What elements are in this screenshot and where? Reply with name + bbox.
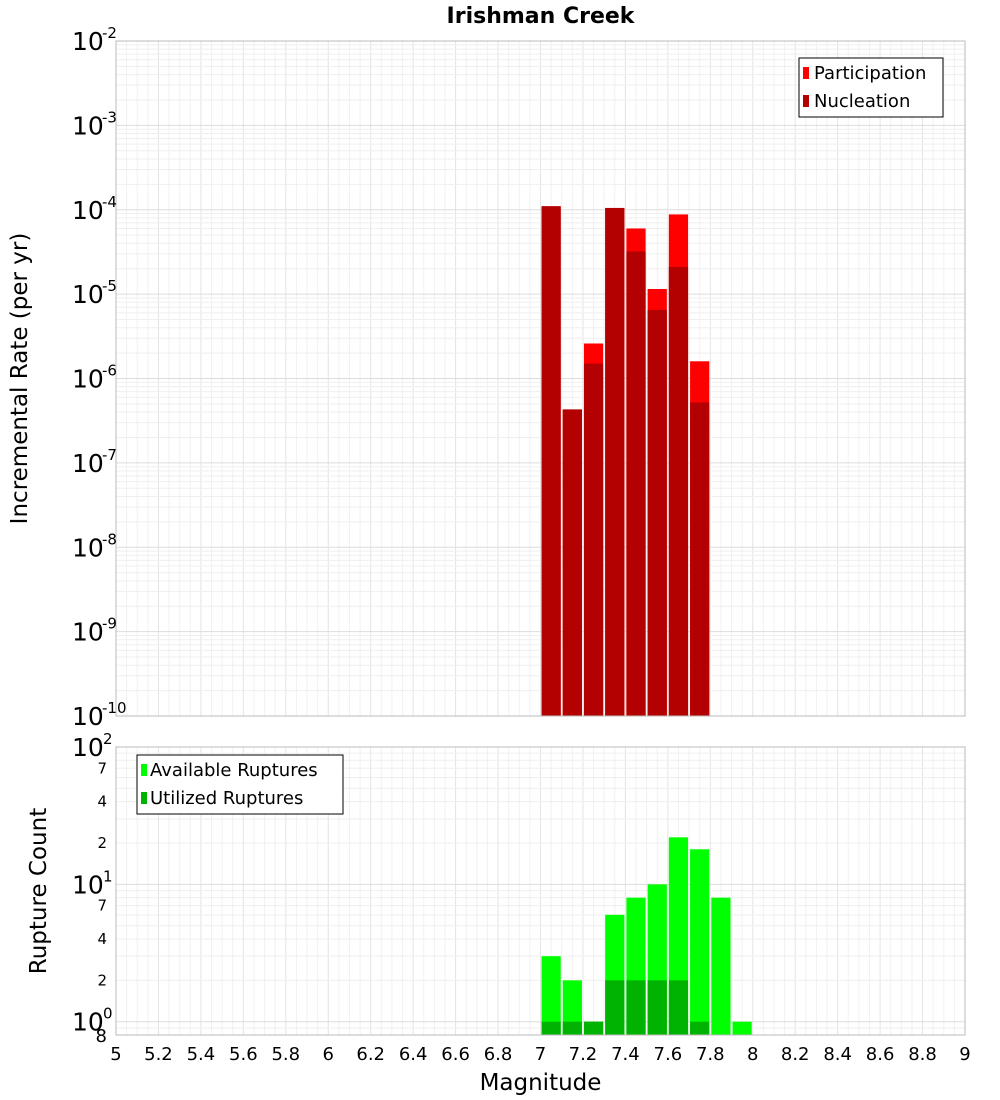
upper-nucleation-bar <box>668 266 689 716</box>
x-tick-label: 9 <box>959 1044 970 1065</box>
lower-y-minor-tick-label: 2 <box>97 971 107 989</box>
x-axis-label: Magnitude <box>480 1070 602 1096</box>
lower-y-tick-base: 10 <box>72 733 104 762</box>
upper-y-tick-exponent: -2 <box>102 24 117 42</box>
x-tick-label: 7 <box>535 1044 546 1065</box>
upper-nucleation-bar <box>626 251 646 716</box>
lower-utilized-ruptures-bar <box>690 1021 710 1035</box>
lower-y-minor-tick-label: 4 <box>97 930 107 948</box>
upper-legend-swatch <box>803 95 809 107</box>
lower-y-minor-tick-label: 7 <box>97 897 107 915</box>
upper-y-tick-base: 10 <box>72 196 104 225</box>
upper-nucleation-bar <box>690 402 710 716</box>
x-tick-label: 7.8 <box>696 1044 725 1065</box>
x-tick-label: 6 <box>323 1044 334 1065</box>
x-tick-label: 8 <box>747 1044 758 1065</box>
lower-y-tick-exponent: 2 <box>103 730 113 748</box>
upper-y-tick-exponent: -8 <box>102 530 117 548</box>
upper-y-tick-base: 10 <box>72 111 104 140</box>
lower-available-ruptures-bar <box>562 980 582 1035</box>
upper-plot-frame <box>115 40 966 717</box>
lower-utilized-ruptures-bar <box>626 980 646 1035</box>
lower-legend-swatch <box>141 764 147 776</box>
upper-legend-swatch <box>803 67 809 79</box>
lower-y-minor-tick-label: 2 <box>97 834 107 852</box>
lower-y-minor-tick-label: 7 <box>97 759 107 777</box>
lower-y-tick-exponent: 0 <box>103 1005 113 1023</box>
upper-y-tick-base: 10 <box>72 27 104 56</box>
upper-nucleation-bar <box>562 409 582 716</box>
upper-y-tick-base: 10 <box>72 702 104 731</box>
lower-utilized-ruptures-bar <box>668 980 689 1035</box>
upper-y-tick-base: 10 <box>72 533 104 562</box>
lower-legend-swatch <box>141 792 147 804</box>
upper-nucleation-bar <box>541 206 561 716</box>
upper-legend-box <box>798 57 944 118</box>
x-tick-label: 5 <box>110 1044 121 1065</box>
upper-legend-label: Nucleation <box>814 91 910 112</box>
lower-legend-label: Available Ruptures <box>150 760 318 781</box>
x-tick-label: 6.6 <box>441 1044 470 1065</box>
lower-legend-box <box>136 754 344 815</box>
upper-nucleation-bar <box>583 363 604 716</box>
upper-y-tick-exponent: -4 <box>102 193 117 211</box>
upper-y-tick-exponent: -9 <box>102 615 117 633</box>
lower-available-ruptures-bar <box>690 849 710 1035</box>
upper-y-tick-base: 10 <box>72 365 104 394</box>
lower-available-ruptures-bar <box>711 897 731 1035</box>
lower-y-minor-tick-label: 8 <box>96 1026 107 1047</box>
x-tick-label: 7.4 <box>611 1044 640 1065</box>
x-tick-label: 8.4 <box>823 1044 852 1065</box>
upper-y-tick-exponent: -5 <box>102 277 117 295</box>
x-tick-label: 6.4 <box>399 1044 428 1065</box>
x-tick-label: 6.2 <box>356 1044 385 1065</box>
upper-y-tick-exponent: -10 <box>102 699 127 717</box>
lower-available-ruptures-bar <box>732 1021 752 1035</box>
lower-available-ruptures-bar <box>541 956 561 1035</box>
x-tick-label: 8.8 <box>908 1044 937 1065</box>
lower-utilized-ruptures-bar <box>605 980 625 1035</box>
upper-y-tick-exponent: -6 <box>102 362 117 380</box>
lower-y-tick-base: 10 <box>72 1008 104 1037</box>
lower-y-axis-label: Rupture Count <box>26 808 52 974</box>
lower-utilized-ruptures-bar <box>647 980 667 1035</box>
upper-y-tick-base: 10 <box>72 280 104 309</box>
lower-utilized-ruptures-bar <box>541 1021 561 1035</box>
chart-title: Irishman Creek <box>447 4 636 29</box>
x-tick-label: 8.6 <box>866 1044 895 1065</box>
upper-y-axis-label: Incremental Rate (per yr) <box>7 233 33 525</box>
upper-nucleation-bar <box>647 309 667 716</box>
upper-y-tick-exponent: -7 <box>102 446 117 464</box>
upper-y-tick-base: 10 <box>72 449 104 478</box>
lower-utilized-ruptures-bar <box>583 1021 604 1035</box>
x-tick-label: 5.4 <box>187 1044 216 1065</box>
lower-utilized-ruptures-bar <box>562 1021 582 1035</box>
upper-legend-label: Participation <box>814 63 926 84</box>
lower-y-tick-exponent: 1 <box>103 867 113 885</box>
x-tick-label: 7.2 <box>569 1044 598 1065</box>
x-tick-label: 5.2 <box>144 1044 173 1065</box>
x-tick-label: 7.6 <box>654 1044 683 1065</box>
upper-y-tick-base: 10 <box>72 618 104 647</box>
x-tick-label: 5.6 <box>229 1044 258 1065</box>
lower-plot-frame <box>115 746 966 1036</box>
upper-nucleation-bar <box>605 207 625 716</box>
upper-y-tick-exponent: -3 <box>102 108 117 126</box>
lower-legend-label: Utilized Ruptures <box>150 788 303 809</box>
lower-y-tick-base: 10 <box>72 870 104 899</box>
x-tick-label: 8.2 <box>781 1044 810 1065</box>
lower-y-minor-tick-label: 4 <box>97 793 107 811</box>
x-tick-label: 5.8 <box>271 1044 300 1065</box>
x-tick-label: 6.8 <box>484 1044 513 1065</box>
